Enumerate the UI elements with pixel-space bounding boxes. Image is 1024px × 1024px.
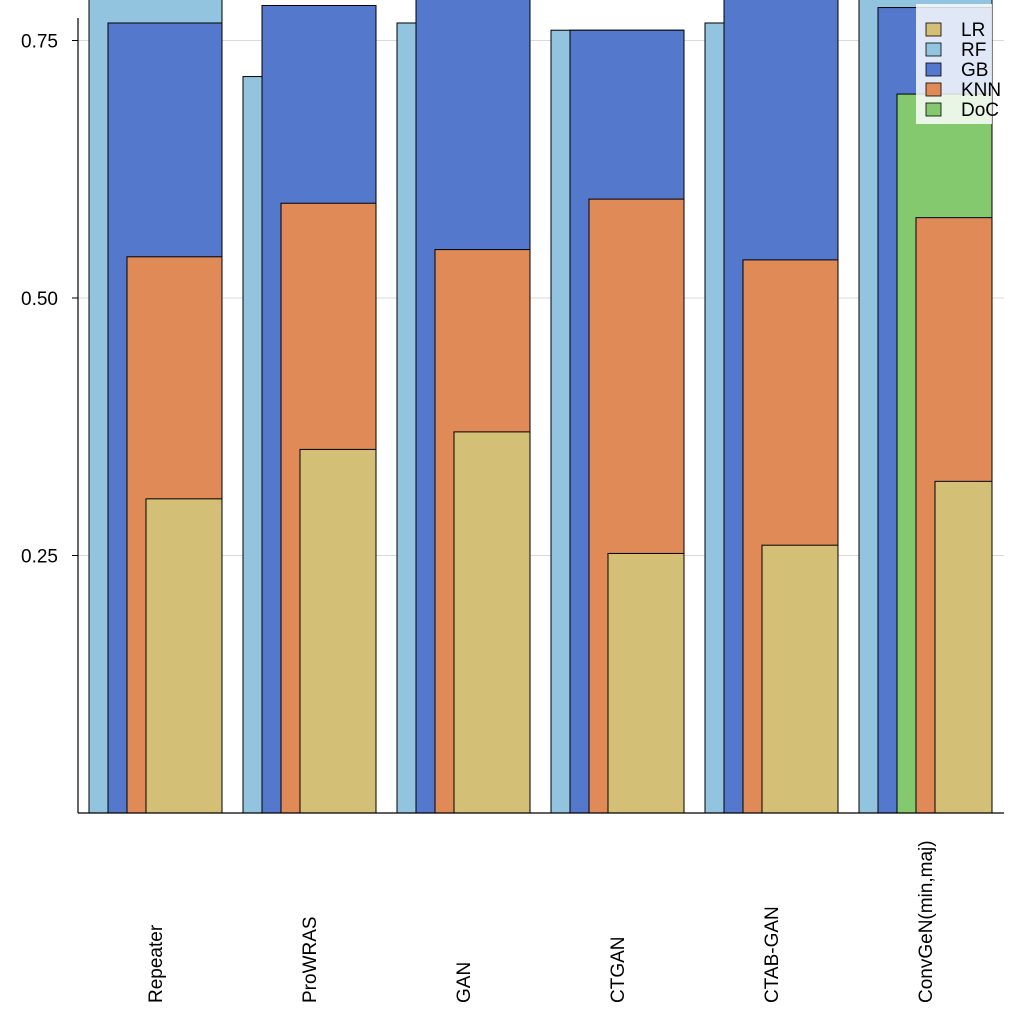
- bar-lr-1: [299, 448, 377, 814]
- y-tick-label: 0.50: [21, 289, 58, 310]
- bar-lr-4: [761, 544, 839, 814]
- legend-swatch-gb: [925, 62, 942, 77]
- bar-lr-2: [453, 431, 531, 814]
- y-tick-label: 0.25: [21, 547, 58, 568]
- legend-label: RF: [961, 40, 986, 61]
- legend-swatch-knn: [925, 82, 942, 97]
- x-tick-label: CTAB-GAN: [762, 906, 783, 1003]
- axes: 0.25 0.50 0.75 Repeater ProWRAS GAN CTGAN CTAB-…: [21, 18, 1004, 1003]
- legend-label: KNN: [961, 80, 1001, 101]
- x-tick-label: GAN: [454, 962, 475, 1003]
- bar-lr-5: [934, 480, 993, 814]
- legend-label: GB: [961, 60, 988, 81]
- x-tick-label: CTGAN: [608, 937, 629, 1004]
- bar-lr-0: [145, 498, 223, 814]
- bars: [88, 0, 993, 814]
- x-tick-label: Repeater: [146, 924, 167, 1003]
- legend-swatch-doc: [925, 102, 942, 117]
- legend-label: DoC: [961, 100, 999, 121]
- bar-lr-3: [607, 552, 685, 814]
- legend-swatch-rf: [925, 42, 942, 57]
- gridlines: [78, 40, 1004, 556]
- x-tick-label: ProWRAS: [300, 916, 321, 1003]
- legend-swatch-lr: [925, 22, 942, 37]
- legend-label: LR: [961, 20, 985, 41]
- y-tick-label: 0.75: [21, 32, 58, 53]
- x-tick-label: ConvGeN(min,maj): [916, 840, 937, 1003]
